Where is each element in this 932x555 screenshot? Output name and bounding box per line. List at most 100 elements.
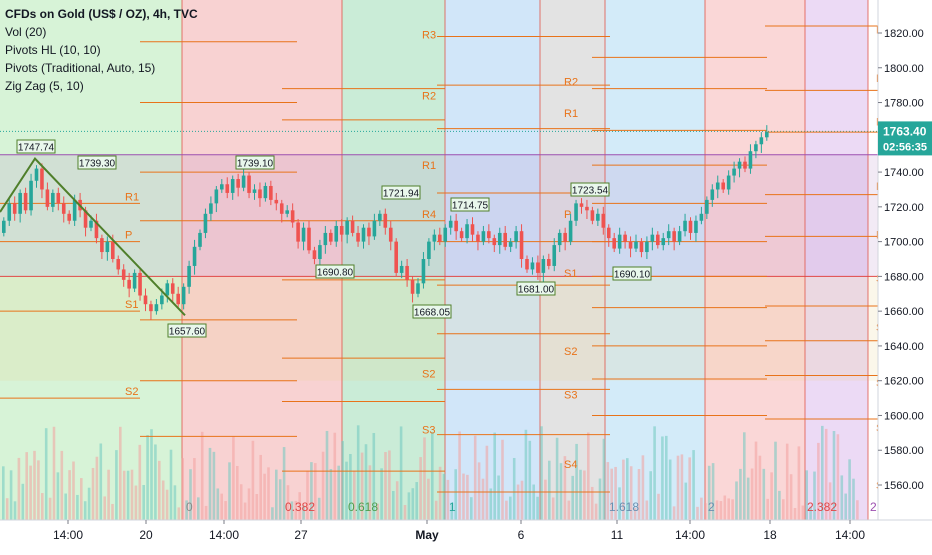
pivot-hl-label: 1714.75 xyxy=(452,201,489,212)
pivot-label-S4: S4 xyxy=(564,459,577,471)
candle xyxy=(574,203,578,221)
volume-bar xyxy=(126,470,130,520)
volume-bar xyxy=(87,487,91,520)
candle xyxy=(732,168,736,176)
candle xyxy=(29,180,33,211)
volume-bar xyxy=(72,461,75,520)
volume-bar xyxy=(5,498,9,520)
volume-bar xyxy=(450,502,454,520)
candle xyxy=(361,227,366,242)
volume-bar xyxy=(411,488,415,520)
volume-bars xyxy=(2,425,859,520)
candle xyxy=(83,210,88,228)
volume-bar xyxy=(817,442,820,520)
time-tick-label: 14:00 xyxy=(835,528,865,542)
volume-bar xyxy=(76,494,79,520)
volume-bar xyxy=(505,500,508,520)
volume-bar xyxy=(91,467,95,520)
volume-bar xyxy=(466,474,469,520)
pivot-hl-box xyxy=(450,197,490,212)
candle xyxy=(759,137,764,145)
volume-bar xyxy=(415,482,418,520)
study-zigzag[interactable]: Zig Zag (5, 10) xyxy=(5,79,84,93)
candle xyxy=(448,220,453,228)
volume-bar xyxy=(665,435,668,520)
volume-bar xyxy=(29,465,32,520)
volume-bar xyxy=(836,434,840,520)
candle xyxy=(350,220,355,233)
volume-bar xyxy=(345,461,348,520)
pivot-hl-box xyxy=(381,185,421,200)
candle xyxy=(247,175,251,193)
fib-zone-label: 0.382 xyxy=(285,500,315,514)
candle xyxy=(634,241,638,249)
volume-bar xyxy=(610,468,613,520)
fib-zone-label: 2 xyxy=(708,500,715,514)
candle xyxy=(258,189,262,199)
volume-bar xyxy=(618,487,621,520)
volume-bar xyxy=(48,497,52,520)
study-pivots[interactable]: Pivots (Traditional, Auto, 15) xyxy=(5,61,156,75)
candle xyxy=(421,259,426,284)
volume-bar xyxy=(407,492,411,520)
candle xyxy=(694,220,698,233)
price-tick-label: 1580.00 xyxy=(884,445,924,457)
volume-bar xyxy=(111,503,114,520)
candle xyxy=(525,259,529,270)
candle xyxy=(606,227,611,239)
volume-bar xyxy=(524,429,528,520)
candle xyxy=(192,246,197,266)
candle xyxy=(410,279,415,294)
candle xyxy=(666,231,671,239)
price-tick-label: 1560.00 xyxy=(884,480,924,492)
volume-bar xyxy=(122,470,126,520)
volume-bar xyxy=(512,457,516,520)
volume-bar xyxy=(711,463,715,520)
time-tick-label: 14:00 xyxy=(209,528,239,542)
candle xyxy=(459,231,464,239)
volume-bar xyxy=(317,497,321,520)
volume-bar xyxy=(181,458,184,520)
study-pivots-hl[interactable]: Pivots HL (10, 10) xyxy=(5,43,101,57)
volume-bar xyxy=(590,486,594,520)
volume-bar xyxy=(797,446,801,520)
volume-bar xyxy=(555,437,559,520)
candle xyxy=(372,220,377,237)
volume-bar xyxy=(528,440,532,520)
volume-bar xyxy=(657,493,660,520)
candle xyxy=(623,234,627,242)
volume-bar xyxy=(208,447,212,520)
candle xyxy=(765,132,769,138)
volume-bar xyxy=(778,490,781,520)
pivot-label-R4: R4 xyxy=(422,209,436,221)
candle xyxy=(465,224,469,239)
volume-bar xyxy=(481,478,485,520)
candle xyxy=(105,241,110,253)
volume-bar xyxy=(419,457,422,520)
pivot-hl-label: 1668.05 xyxy=(414,308,451,319)
volume-bar xyxy=(376,503,379,520)
candle xyxy=(487,231,491,239)
volume-bar xyxy=(501,439,504,520)
volume-bar xyxy=(399,426,403,520)
volume-bar xyxy=(532,484,535,520)
candle xyxy=(143,295,148,305)
study-volume[interactable]: Vol (20) xyxy=(5,25,47,39)
last-price-value: 1763.40 xyxy=(883,124,927,138)
candle xyxy=(301,227,306,242)
pivot-label-S3: S3 xyxy=(564,390,577,402)
zigzag-line xyxy=(0,157,186,317)
volume-bar xyxy=(95,456,99,520)
volume-bar xyxy=(762,468,766,520)
volume-bar xyxy=(263,473,266,520)
volume-bar xyxy=(707,465,711,520)
volume-bar xyxy=(571,475,574,520)
price-tick-label: 1660.00 xyxy=(884,306,924,318)
fib-zone-label: 1.618 xyxy=(609,500,639,514)
candle xyxy=(645,241,649,253)
volume-bar xyxy=(310,462,313,520)
volume-bar xyxy=(115,450,118,520)
fib-zone-label: 0.618 xyxy=(348,500,378,514)
